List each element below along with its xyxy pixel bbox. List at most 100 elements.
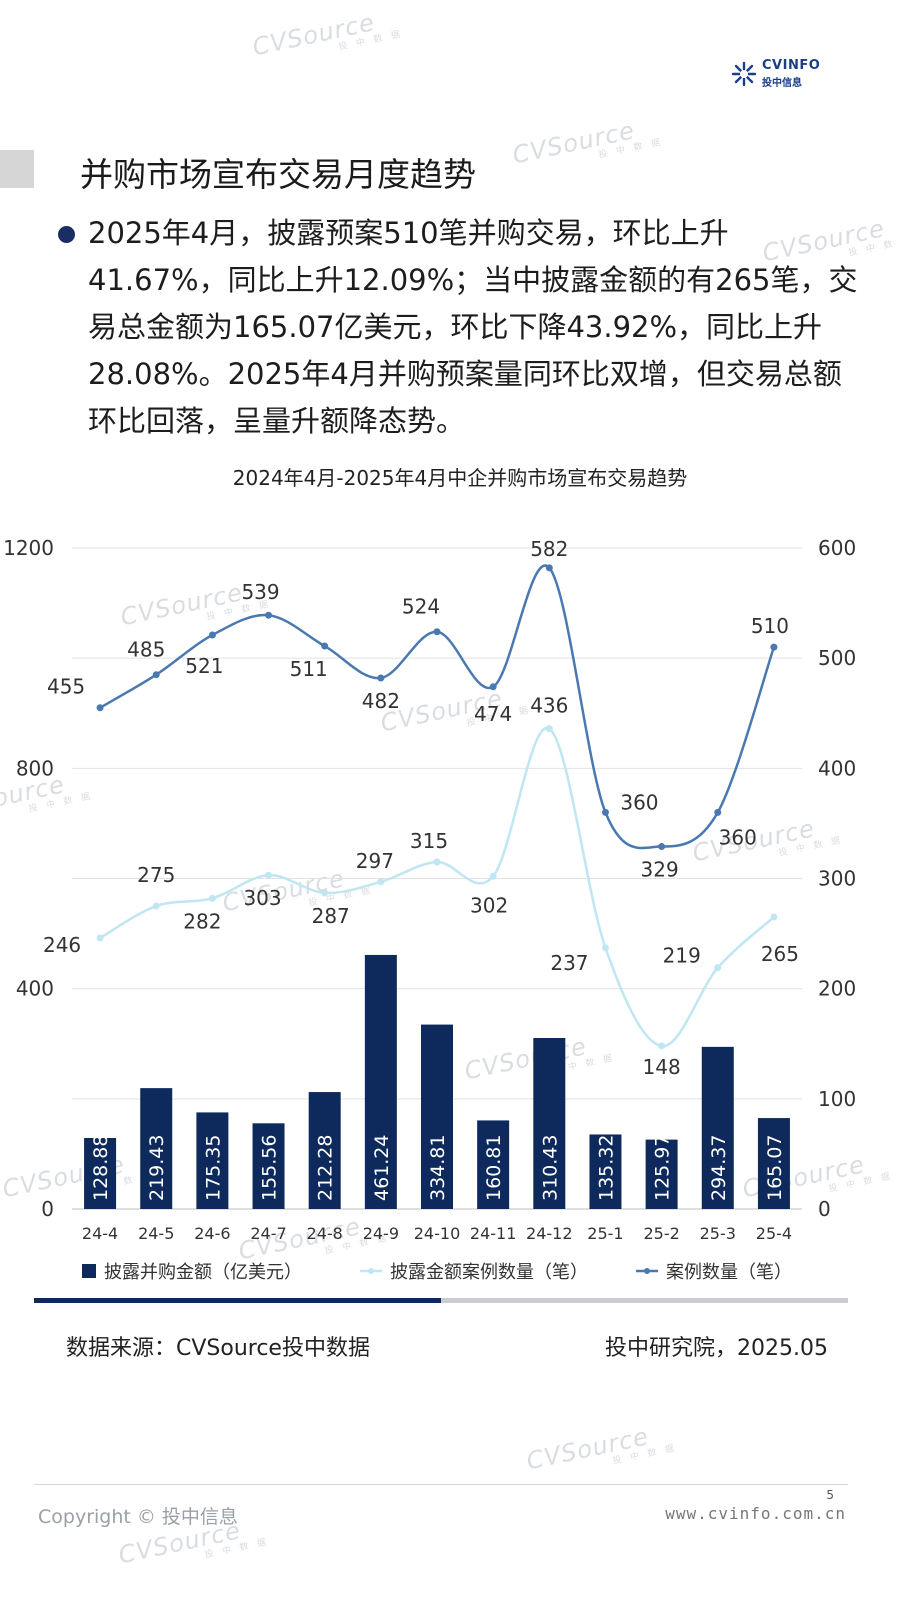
disclosed-count-series-data-label: 297 [356, 849, 394, 873]
y-left-tick-label: 800 [16, 756, 54, 780]
disclosed-count-series-point [545, 725, 553, 733]
bar-data-label: 175.35 [202, 1135, 224, 1201]
disclosed-count-series-point [321, 889, 329, 897]
bar-data-label: 165.07 [764, 1135, 786, 1201]
bar [364, 954, 397, 1209]
disclosed-count-series-data-label: 287 [312, 904, 350, 928]
copyright: Copyright © 投中信息 [38, 1506, 238, 1528]
case-count-series-point [489, 683, 497, 691]
disclosed-count-series-data-label: 282 [183, 909, 221, 933]
bar [84, 1138, 117, 1209]
credit-line: 投中研究院，2025.05 [605, 1336, 828, 1361]
progress-bar-fill [34, 1298, 441, 1303]
disclosed-count-series-data-label: 219 [663, 944, 701, 968]
x-tick-label: 24-5 [138, 1224, 174, 1243]
case-count-series-data-label: 455 [47, 675, 85, 699]
case-count-series-point [96, 704, 104, 712]
bar [701, 1046, 734, 1209]
legend-swatch [82, 1264, 96, 1278]
case-count-series-point [208, 631, 216, 639]
x-tick-label: 24-6 [194, 1224, 230, 1243]
legend-label: 披露金额案例数量（笔） [390, 1262, 588, 1283]
disclosed-count-series-data-label: 246 [43, 933, 81, 957]
x-tick-label: 24-10 [414, 1224, 461, 1243]
x-tick-label: 24-9 [363, 1224, 399, 1243]
logo-wordmark: CVINFO [762, 58, 821, 73]
y-right-tick-label: 400 [818, 756, 856, 780]
case-count-series-point [377, 674, 385, 682]
case-count-series-data-label: 521 [185, 654, 223, 678]
bar-data-label: 135.32 [595, 1135, 617, 1201]
case-count-series-point [714, 808, 722, 816]
bar-data-label: 155.56 [259, 1135, 281, 1201]
bar-data-label: 212.28 [315, 1135, 337, 1201]
website-url: www.cvinfo.com.cn [665, 1504, 846, 1523]
disclosed-count-series-data-label: 436 [530, 694, 568, 718]
cvinfo-logo-icon [731, 61, 757, 87]
bar-data-label: 160.81 [483, 1135, 505, 1201]
disclosed-count-series-data-label: 265 [761, 942, 799, 966]
x-tick-label: 24-7 [250, 1224, 286, 1243]
disclosed-count-series-point [601, 944, 609, 952]
bar-data-label: 310.43 [539, 1135, 561, 1201]
case-count-series-point [265, 611, 273, 619]
disclosed-count-series-point [265, 871, 273, 879]
legend-label: 案例数量（笔） [666, 1262, 792, 1283]
x-tick-label: 24-11 [470, 1224, 517, 1243]
bar [140, 1088, 173, 1209]
bar-data-label: 219.43 [146, 1135, 168, 1201]
disclosed-count-series-point [714, 964, 722, 972]
disclosed-count-series-data-label: 303 [243, 886, 281, 910]
legend-swatch [644, 1268, 650, 1274]
y-left-tick-label: 0 [41, 1197, 54, 1221]
case-count-series-point [433, 628, 441, 636]
disclosed-count-series-data-label: 275 [137, 863, 175, 887]
page-title: 并购市场宣布交易月度趋势 [80, 155, 476, 194]
case-count-series-data-label: 474 [474, 702, 512, 726]
bar-data-label: 125.97 [652, 1135, 674, 1201]
case-count-series-point [770, 643, 778, 651]
bar [645, 1139, 678, 1209]
y-right-tick-label: 200 [818, 977, 856, 1001]
case-count-series-point [321, 642, 329, 650]
x-tick-label: 25-1 [587, 1224, 623, 1243]
disclosed-count-series-point [770, 913, 778, 921]
case-count-series-data-label: 360 [719, 825, 757, 849]
case-count-series-data-label: 485 [127, 638, 165, 662]
data-source: 数据来源：CVSource投中数据 [66, 1336, 370, 1361]
progress-bar [34, 1298, 848, 1303]
bar-data-label: 294.37 [708, 1135, 730, 1201]
x-tick-label: 25-3 [700, 1224, 736, 1243]
disclosed-count-series-data-label: 302 [470, 893, 508, 917]
summary-paragraph: 2025年4月，披露预案510笔并购交易，环比上升41.67%，同比上升12.0… [88, 216, 858, 438]
case-count-series-data-label: 511 [290, 657, 328, 681]
disclosed-count-series-data-label: 148 [643, 1055, 681, 1079]
bullet-icon [58, 226, 75, 243]
disclosed-count-series-point [377, 878, 385, 886]
y-left-tick-label: 1200 [3, 536, 54, 560]
y-left-tick-label: 400 [16, 977, 54, 1001]
bar [533, 1038, 566, 1209]
case-count-series-point [658, 843, 666, 851]
disclosed-count-series-point [96, 934, 104, 942]
disclosed-count-series-point [489, 872, 497, 880]
bar [421, 1024, 453, 1209]
y-right-tick-label: 0 [818, 1197, 831, 1221]
company-logo: CVINFO 投中信息 [730, 56, 822, 90]
y-right-tick-label: 600 [818, 536, 856, 560]
bar-data-label: 461.24 [371, 1135, 393, 1201]
disclosed-count-series-point [152, 902, 160, 910]
x-tick-label: 24-8 [307, 1224, 343, 1243]
x-tick-label: 24-4 [82, 1224, 118, 1243]
logo-subtext: 投中信息 [762, 78, 802, 89]
bar [589, 1134, 622, 1209]
title-marker [0, 150, 34, 188]
case-count-series-point [601, 808, 609, 816]
case-count-series-point [545, 564, 553, 572]
bar [757, 1118, 790, 1209]
case-count-series-data-label: 482 [362, 689, 400, 713]
x-tick-label: 24-12 [526, 1224, 573, 1243]
